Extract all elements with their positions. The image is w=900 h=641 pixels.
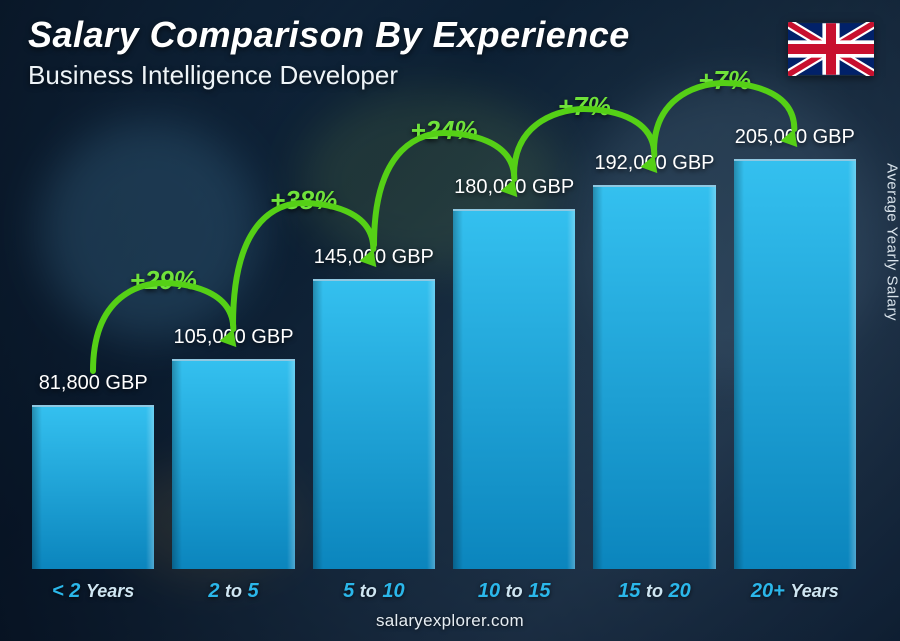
bar	[734, 159, 856, 569]
increase-arrow-icon	[624, 53, 824, 181]
bar-chart: 81,800 GBP< 2 Years105,000 GBP2 to 5145,…	[32, 109, 856, 569]
footer-credit: salaryexplorer.com	[0, 611, 900, 631]
bar	[32, 405, 154, 569]
chart-title: Salary Comparison By Experience	[28, 14, 630, 56]
infographic-canvas: Salary Comparison By Experience Business…	[0, 0, 900, 641]
bar	[593, 185, 715, 569]
x-category-label: 20+ Years	[709, 580, 880, 603]
y-axis-label: Average Yearly Salary	[884, 163, 900, 321]
